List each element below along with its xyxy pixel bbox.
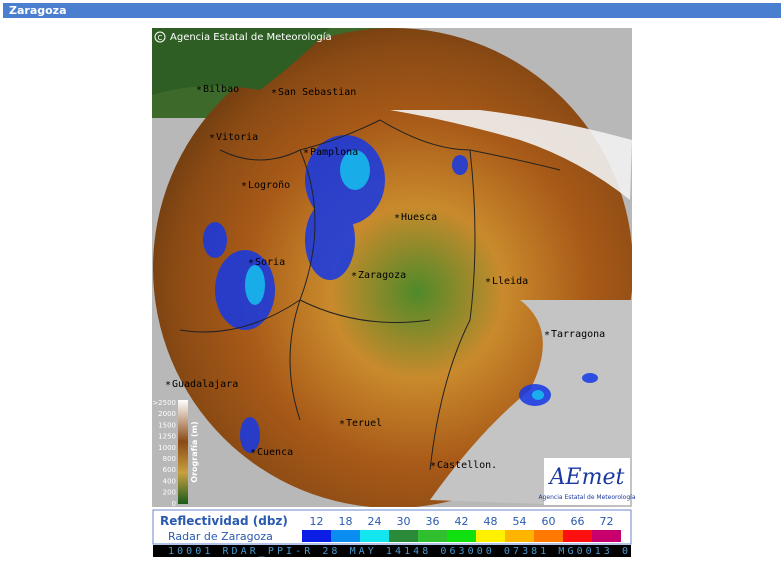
city-label: Teruel [346,418,382,429]
city-marker: * [209,133,215,144]
city-marker: * [394,213,400,224]
legend-label: 30 [397,515,411,528]
city-label: Castellon. [437,460,497,471]
city-marker: * [196,85,202,96]
city-label: Cuenca [257,447,293,458]
ticker: 10001 RDAR_PPI-R 28 MAY 14148 063000 073… [168,546,628,557]
map [152,28,632,507]
city-label: Tarragona [551,329,605,340]
city-marker: * [303,148,309,159]
orography-title: Orografía (m) [190,421,199,482]
legend-swatch [331,530,360,542]
logo-subtitle: Agencia Estatal de Meteorología [539,494,636,501]
legend-label: 66 [571,515,585,528]
city-label: Lleida [492,276,528,287]
orography-label: 600 [163,466,176,474]
legend-label: 12 [310,515,324,528]
legend-label: 18 [339,515,353,528]
legend-subtitle: Radar de Zaragoza [168,530,273,543]
legend-label: 48 [484,515,498,528]
copyright-mark: C [158,34,163,42]
orography-label: 2000 [158,410,176,418]
city-marker: * [339,419,345,430]
city-marker: * [485,277,491,288]
city-label: Logroño [248,180,290,191]
city-marker: * [544,330,550,341]
logo-name: AEmet [548,465,625,490]
legend-label: 72 [600,515,614,528]
city-marker: * [248,258,254,269]
orography-label: 200 [163,489,176,497]
city-label: Vitoria [216,132,258,143]
copyright: Agencia Estatal de Meteorología [170,31,332,43]
city-label: Zaragoza [358,270,406,281]
legend-swatch [592,530,621,542]
legend-title: Reflectividad (dbz) [160,514,288,528]
orography-label: 400 [163,477,176,485]
city-label: Bilbao [203,84,239,95]
orography-scale [178,400,188,504]
legend-swatch [302,530,331,542]
legend-swatch [447,530,476,542]
city-label: Pamplona [310,147,358,158]
city-marker: * [430,461,436,472]
ticker-bar [153,545,631,557]
legend-swatch [360,530,389,542]
city-label: Huesca [401,212,437,223]
legend-label: 54 [513,515,527,528]
orography-label: 1000 [158,444,176,452]
legend-swatch [476,530,505,542]
legend-label: 36 [426,515,440,528]
city-label: San Sebastian [278,87,356,98]
orography-label: 1250 [158,433,176,441]
orography-label: >2500 [152,399,176,407]
legend-label: 24 [368,515,382,528]
legend-swatch [505,530,534,542]
legend-swatch [418,530,447,542]
city-marker: * [351,271,357,282]
city-label: Guadalajara [172,379,238,390]
orography-label: 0 [172,500,176,508]
legend-swatch [563,530,592,542]
city-marker: * [250,448,256,459]
legend-label: 42 [455,515,469,528]
header-title: Zaragoza [3,3,781,18]
orography-label: 1500 [158,421,176,429]
city-marker: * [165,380,171,391]
city-labels: * Bilbao * San Sebastian* Vitoria* Pamplona* L… [165,84,605,472]
city-marker: * [241,181,247,192]
legend-label: 60 [542,515,556,528]
legend-swatch [534,530,563,542]
logo-box [544,458,630,505]
city-label: Soria [255,257,285,268]
legend-items: 12 18 24 30 36 42 48 54 60 66 72 [302,515,621,542]
city-marker: * [271,88,277,99]
legend-swatch [389,530,418,542]
orography-label: 800 [163,455,176,463]
